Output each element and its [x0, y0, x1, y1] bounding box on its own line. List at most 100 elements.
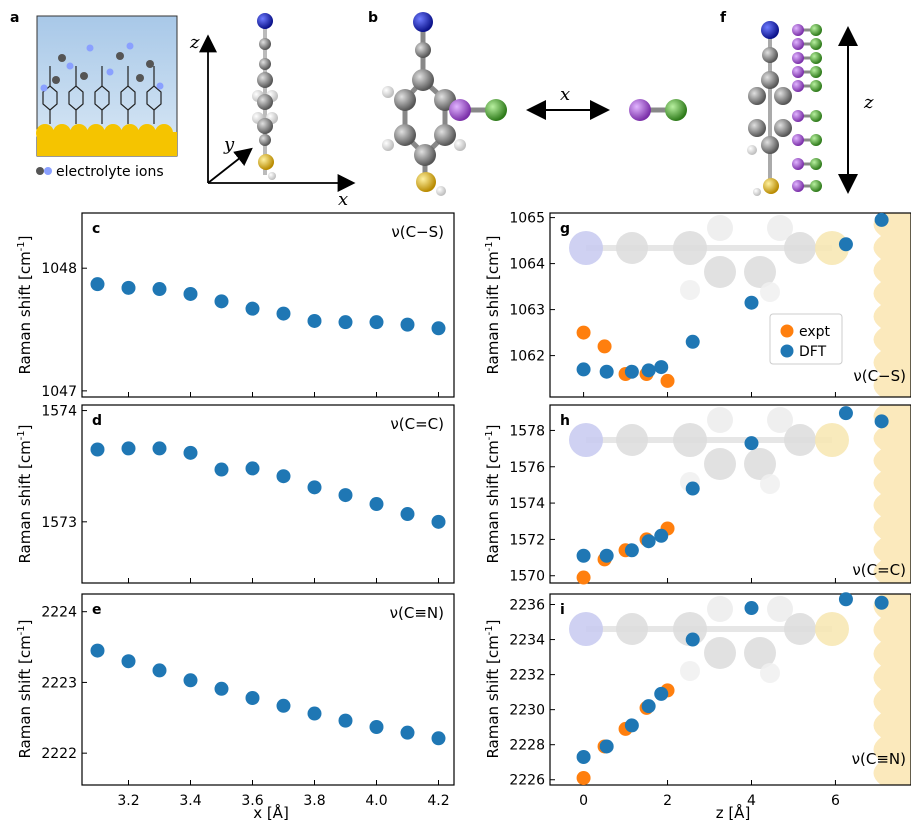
panel-f-schematic: f z	[720, 10, 874, 196]
chart-d-point-dft	[276, 469, 291, 484]
chart-e-xtick-label: 4.2	[427, 793, 449, 809]
chart-h-point-dft	[624, 543, 639, 558]
panel-label-g: g	[560, 221, 570, 237]
chart-e: e ν(C≡N) 2222 2223 2224 3.2 3.4 3.6 3.8 4.0 4.2 R…	[16, 593, 455, 809]
chart-i: i ν(C≡N) 2226 2228 2230 2232 2234 2236 0 2 4 6 Ram…	[484, 592, 911, 809]
chart-h-ytick-label: 1578	[509, 423, 545, 439]
chart-h-point-dft	[576, 548, 591, 563]
chart-h-point-dft	[838, 406, 853, 421]
chart-e-mode: ν(C≡N)	[390, 604, 444, 622]
chart-i-point-dft	[641, 699, 656, 714]
panel-b-x-label: x	[560, 84, 570, 105]
chart-i-xlabel: z [Å]	[716, 803, 751, 822]
chart-h: h ν(C=C) 1570 1572 1574 1576 1578 Raman shift…	[484, 404, 911, 585]
chart-e-ytick-label: 2222	[41, 746, 77, 762]
chart-i-mode: ν(C≡N)	[852, 750, 906, 768]
chart-c-point-dft	[338, 315, 353, 330]
chart-e-frame	[81, 593, 455, 786]
chart-h-point-dft	[874, 414, 889, 429]
chart-d-point-dft	[152, 441, 167, 456]
panel-label-h: h	[560, 413, 570, 429]
chart-e-ylabel: Raman shift [cm-1]	[16, 619, 34, 758]
chart-i-point-dft	[654, 686, 669, 701]
chart-e-point-dft	[307, 706, 322, 721]
legend-expt-label: expt	[799, 324, 831, 340]
chart-e-point-dft	[338, 713, 353, 728]
chart-h-point-expt	[576, 570, 591, 585]
chart-h-ytick-label: 1570	[509, 569, 545, 585]
chart-g-ytick-label: 1064	[509, 257, 545, 273]
chart-e-point-dft	[121, 654, 136, 669]
chart-c-point-dft	[152, 282, 167, 297]
chart-h-point-dft	[685, 481, 700, 496]
chart-g-point-expt	[597, 339, 612, 354]
chart-g-ylabel: Raman shift [cm-1]	[484, 235, 502, 374]
ion-legend-blue-icon	[44, 167, 52, 175]
ion-pair-atoms	[792, 24, 822, 192]
chart-h-point-dft	[654, 528, 669, 543]
chart-c-mode: ν(C−S)	[391, 223, 444, 241]
chart-d-point-dft	[90, 442, 105, 457]
chart-e-ytick-label: 2223	[41, 675, 77, 691]
chart-c-point-dft	[90, 277, 105, 292]
chart-i-ytick-label: 2234	[509, 633, 545, 649]
chart-i-point-dft	[599, 739, 614, 754]
chart-h-ytick-label: 1572	[509, 532, 545, 548]
chart-h-point-dft	[641, 534, 656, 549]
chart-e-xtick-label: 3.8	[303, 793, 325, 809]
panel-label-b: b	[368, 10, 378, 26]
chart-d-point-dft	[245, 461, 260, 476]
chart-i-ytick-label: 2230	[509, 703, 545, 719]
chart-d-point-dft	[338, 488, 353, 503]
chart-i-point-dft	[874, 595, 889, 610]
chart-g-mode: ν(C−S)	[853, 367, 906, 385]
panel-label-e: e	[92, 602, 102, 618]
chart-g-point-dft	[874, 212, 889, 227]
chart-h-frame	[549, 404, 911, 584]
chart-h-point-dft	[744, 436, 759, 451]
chart-d-point-dft	[400, 507, 415, 522]
chart-d-ylabel: Raman shift [cm-1]	[16, 424, 34, 563]
ion-legend-label: electrolyte ions	[56, 164, 164, 180]
chart-g-ytick-label: 1065	[509, 211, 545, 227]
chart-i-point-expt	[576, 770, 591, 785]
axis-z-label: z	[189, 32, 200, 53]
chart-d-ytick-label: 1574	[41, 404, 77, 420]
chart-i-ylabel: Raman shift [cm-1]	[484, 619, 502, 758]
chart-d-point-dft	[183, 445, 198, 460]
chart-g-point-dft	[576, 362, 591, 377]
chart-e-point-dft	[431, 731, 446, 746]
chart-d-point-dft	[214, 462, 229, 477]
chart-g-point-dft	[641, 363, 656, 378]
chart-d-point-dft	[369, 497, 384, 512]
chart-i-point-dft	[685, 632, 700, 647]
chart-c: c ν(C−S) 1047 1048 Raman shift [cm-1]	[16, 212, 455, 400]
chart-d-frame	[81, 404, 455, 584]
chart-i-ytick-label: 2228	[509, 738, 545, 754]
chart-d-point-dft	[121, 441, 136, 456]
chart-e-point-dft	[90, 643, 105, 658]
chart-e-point-dft	[369, 719, 384, 734]
chart-e-point-dft	[152, 663, 167, 678]
chart-e-point-dft	[214, 681, 229, 696]
chart-c-point-dft	[121, 280, 136, 295]
chart-i-point-dft	[576, 749, 591, 764]
chart-e-xtick-label: 4.0	[365, 793, 387, 809]
chart-c-ylabel: Raman shift [cm-1]	[16, 235, 34, 374]
chart-c-point-dft	[431, 321, 446, 336]
panel-g-background	[569, 213, 911, 397]
chart-d-mode: ν(C=C)	[390, 415, 444, 433]
panel-h-background	[569, 405, 911, 583]
panel-label-a: a	[10, 10, 19, 26]
molecule-monolayer	[42, 66, 162, 124]
chart-i-ytick-label: 2236	[509, 598, 545, 614]
chart-c-point-dft	[276, 306, 291, 321]
chart-c-point-dft	[400, 317, 415, 332]
chart-c-frame	[81, 212, 455, 398]
chart-c-ytick-label: 1048	[41, 261, 77, 277]
chart-d-point-dft	[307, 480, 322, 495]
chart-c-point-dft	[369, 315, 384, 330]
chart-e-xlabel: x [Å]	[253, 803, 289, 822]
chart-g-ytick-label: 1062	[509, 349, 545, 365]
